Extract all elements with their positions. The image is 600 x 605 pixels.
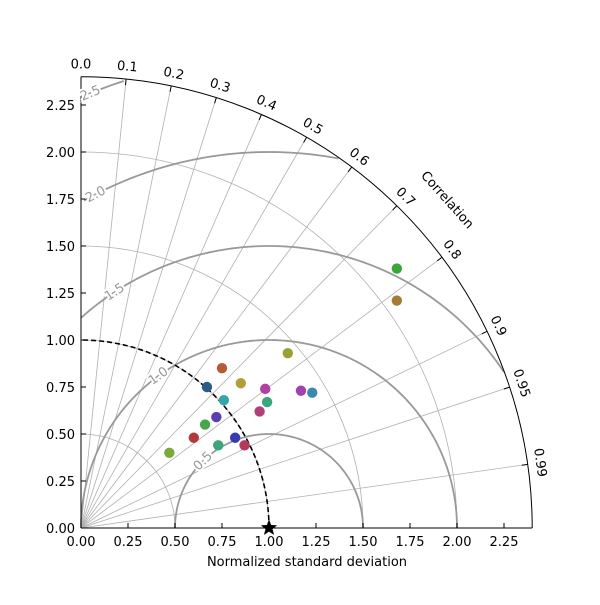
data-point (188, 432, 199, 443)
data-point (261, 396, 273, 408)
x-tick-label: 1.00 (255, 535, 284, 550)
data-point (218, 394, 230, 406)
y-tick-label: 0.50 (46, 428, 75, 443)
data-point (235, 378, 246, 389)
y-tick-label: 0.25 (46, 475, 75, 490)
correlation-axis-label: Correlation (417, 169, 476, 232)
corr-tick (503, 386, 510, 390)
corr-gridline (80, 330, 488, 529)
rms-contour (85, 80, 125, 96)
reference-star (260, 519, 278, 536)
data-point (216, 363, 228, 374)
corr-gridline (80, 256, 443, 529)
rms-contour (83, 151, 339, 202)
data-point (391, 263, 403, 274)
rms-label: 2.0 (83, 183, 108, 206)
corr-tick-label: 0.0 (71, 57, 92, 72)
rms-contour (174, 433, 364, 529)
data-point (211, 411, 222, 423)
y-tick-label: 0.00 (46, 522, 75, 537)
corr-tick-label: 0.99 (530, 447, 549, 478)
rms-label: 1.0 (146, 364, 172, 388)
rms-contour (80, 339, 458, 529)
corr-gridline (80, 79, 127, 529)
outer-arc (80, 76, 533, 529)
x-tick-label: 0.75 (208, 535, 237, 550)
std-gridarc (80, 433, 176, 529)
corr-gridline (80, 114, 262, 529)
grid-layer (80, 79, 528, 529)
corr-tick (303, 136, 308, 143)
corr-tick (521, 463, 528, 466)
corr-tick (481, 330, 488, 335)
corr-tick (214, 97, 217, 104)
x-tick-label: 0.25 (114, 535, 143, 550)
corr-tick (436, 256, 443, 262)
data-point (260, 383, 271, 395)
data-point (391, 295, 403, 306)
data-points (164, 263, 403, 536)
y-tick-label: 1.00 (46, 334, 75, 349)
x-tick-label: 0.50 (161, 535, 190, 550)
y-tick-label: 2.00 (46, 146, 75, 161)
rms-label: 1.5 (102, 280, 128, 304)
rms-contour (80, 245, 505, 373)
corr-gridline (80, 386, 510, 529)
corr-tick-label: 0.2 (162, 65, 185, 84)
rms-label: 2.5 (78, 83, 103, 105)
labels: 0.51.01.52.02.50.000.000.250.250.500.500… (46, 57, 549, 550)
corr-tick-label: 0.4 (254, 92, 279, 114)
corr-tick (169, 85, 172, 92)
corr-tick (258, 114, 262, 121)
corr-tick (347, 166, 353, 173)
rms-contours (80, 80, 505, 529)
data-point (282, 347, 293, 359)
data-point (213, 440, 224, 451)
y-tick-label: 1.75 (46, 193, 75, 208)
corr-tick (392, 205, 398, 211)
data-point (229, 432, 241, 443)
corr-tick (125, 79, 127, 86)
x-tick-label: 2.00 (443, 535, 472, 550)
corr-tick-label: 0.1 (116, 59, 138, 76)
corr-gridline (80, 463, 528, 529)
y-tick-label: 0.75 (46, 381, 75, 396)
corr-tick-label: 0.95 (509, 367, 532, 399)
x-tick-label: 2.25 (490, 535, 519, 550)
data-point (201, 381, 213, 393)
x-tick-label: 0.00 (67, 535, 96, 550)
data-point (307, 387, 318, 398)
data-point (199, 419, 211, 430)
corr-tick-label: 0.3 (208, 76, 232, 97)
y-tick-label: 1.50 (46, 240, 75, 255)
y-tick-label: 1.25 (46, 287, 75, 302)
x-axis-label: Normalized standard deviation (207, 555, 407, 570)
data-point (295, 385, 307, 396)
std-gridarc (80, 151, 458, 529)
data-point (164, 447, 175, 458)
x-tick-label: 1.25 (302, 535, 331, 550)
y-tick-label: 2.25 (46, 99, 75, 114)
data-point (239, 440, 250, 451)
corr-tick-label: 0.9 (487, 314, 510, 339)
reference-std-arc (80, 339, 270, 529)
x-tick-label: 1.75 (396, 535, 425, 550)
x-tick-label: 1.50 (349, 535, 378, 550)
data-point (254, 406, 265, 417)
axes (80, 76, 533, 529)
std-gridarc (80, 245, 364, 529)
